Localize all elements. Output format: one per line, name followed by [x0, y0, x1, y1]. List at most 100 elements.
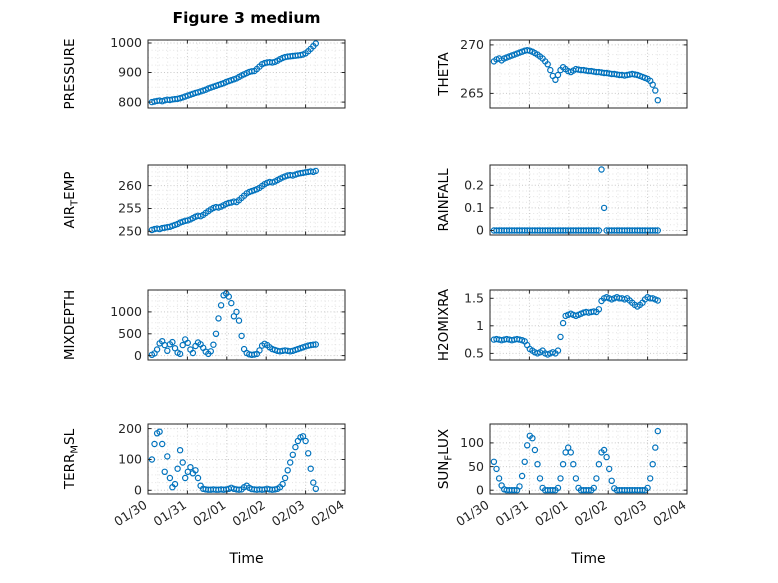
h2omixra-ylabel: H2OMIXRA: [436, 288, 452, 361]
tick-marks: [147, 290, 346, 360]
axes-box: [489, 164, 688, 236]
data-point: [217, 302, 225, 309]
data-point: [647, 475, 654, 482]
data-point: [284, 467, 291, 474]
scatter-series: [490, 427, 662, 494]
data-point: [572, 475, 580, 482]
data-point: [518, 472, 526, 480]
data-point: [299, 433, 307, 440]
y-tick-label: 260: [118, 178, 142, 193]
data-point: [233, 308, 240, 316]
data-point: [544, 61, 551, 68]
y-tick-label: 50: [468, 459, 484, 474]
axes-box: [489, 423, 688, 495]
scatter-series: [148, 428, 319, 493]
data-point: [652, 444, 659, 451]
data-point: [600, 446, 608, 454]
y-tick-label: 200: [118, 421, 142, 436]
tick-marks: [147, 165, 346, 235]
terr-msl-ylabel: TERRMSL: [62, 428, 81, 490]
x-tick-label: 02/03: [611, 497, 649, 529]
data-point: [595, 306, 603, 313]
data-point: [554, 347, 562, 354]
data-point: [557, 475, 564, 482]
axes-box: [147, 39, 346, 109]
major-grid: [490, 165, 687, 235]
data-point: [281, 474, 289, 482]
subplot-rainfall: 0 0.1 0.2 RAINFALL: [436, 164, 688, 238]
data-point: [235, 317, 243, 324]
major-grid: [148, 40, 345, 108]
data-point: [164, 347, 171, 354]
data-point: [161, 468, 168, 475]
data-point: [312, 167, 319, 175]
y-tick-label: 1000: [110, 304, 142, 319]
data-point: [151, 440, 158, 448]
mixdepth-ylabel: MIXDEPTH: [62, 290, 78, 360]
data-point: [495, 475, 503, 482]
y-tick-label: 0: [476, 482, 484, 497]
data-point: [166, 474, 174, 482]
data-point: [179, 459, 186, 466]
y-tick-label: 270: [460, 37, 484, 52]
data-point: [251, 351, 258, 358]
subplot-theta: 265 270 THETA: [436, 37, 688, 109]
data-point: [271, 486, 279, 493]
major-grid: [148, 424, 345, 494]
tick-marks: [489, 424, 688, 494]
data-point: [310, 341, 317, 348]
y-tick-label: 800: [118, 94, 142, 109]
x-axis-label-left: Time: [229, 551, 264, 567]
x-tick-label: 01/31: [493, 497, 531, 529]
y-tick-label: 0: [134, 483, 142, 498]
data-point: [187, 464, 194, 471]
data-point: [228, 299, 235, 307]
data-point: [606, 465, 613, 473]
data-point: [210, 341, 217, 348]
data-point: [189, 349, 197, 357]
scatter-series: [148, 167, 319, 234]
data-point: [164, 453, 171, 460]
sun-flux-ylabel: SUNFLUX: [436, 429, 455, 489]
data-point: [184, 339, 191, 347]
data-point: [600, 204, 608, 212]
data-point: [603, 453, 610, 461]
x-tick-label: 02/01: [190, 497, 228, 529]
data-point: [194, 474, 202, 482]
y-tick-label: 255: [118, 201, 142, 216]
data-point: [248, 68, 255, 75]
data-point: [312, 485, 319, 492]
x-axis-label-right: Time: [571, 551, 606, 567]
data-point: [256, 347, 263, 354]
data-point: [493, 465, 500, 473]
y-tick-label: 900: [118, 65, 142, 80]
data-point: [559, 461, 567, 468]
data-point: [649, 461, 656, 468]
pressure-ylabel: PRESSURE: [62, 39, 78, 110]
data-point: [593, 227, 600, 234]
data-point: [307, 465, 314, 472]
data-point: [171, 480, 179, 488]
data-point: [287, 459, 294, 466]
data-point: [225, 293, 232, 300]
data-point: [559, 319, 567, 327]
data-point: [312, 40, 319, 47]
data-point: [549, 487, 557, 494]
subplot-terr-msl: 0 100 200 01/30 01/31 02/01 02/02 02/03 02/04 TER…: [62, 421, 347, 529]
data-point: [608, 477, 615, 484]
data-point: [516, 483, 523, 490]
data-point: [652, 227, 659, 234]
subplot-air-temp: 250 255 260 AIRTEMP: [62, 164, 346, 239]
data-point: [590, 484, 598, 492]
data-point: [552, 76, 559, 84]
scatter-series: [148, 290, 319, 358]
data-point: [302, 437, 309, 445]
data-point: [176, 350, 184, 358]
data-point: [536, 475, 544, 482]
data-point: [310, 479, 317, 486]
y-tick-label: 1000: [110, 35, 142, 50]
major-grid: [490, 290, 687, 360]
data-point: [490, 458, 498, 465]
data-point: [654, 427, 662, 435]
